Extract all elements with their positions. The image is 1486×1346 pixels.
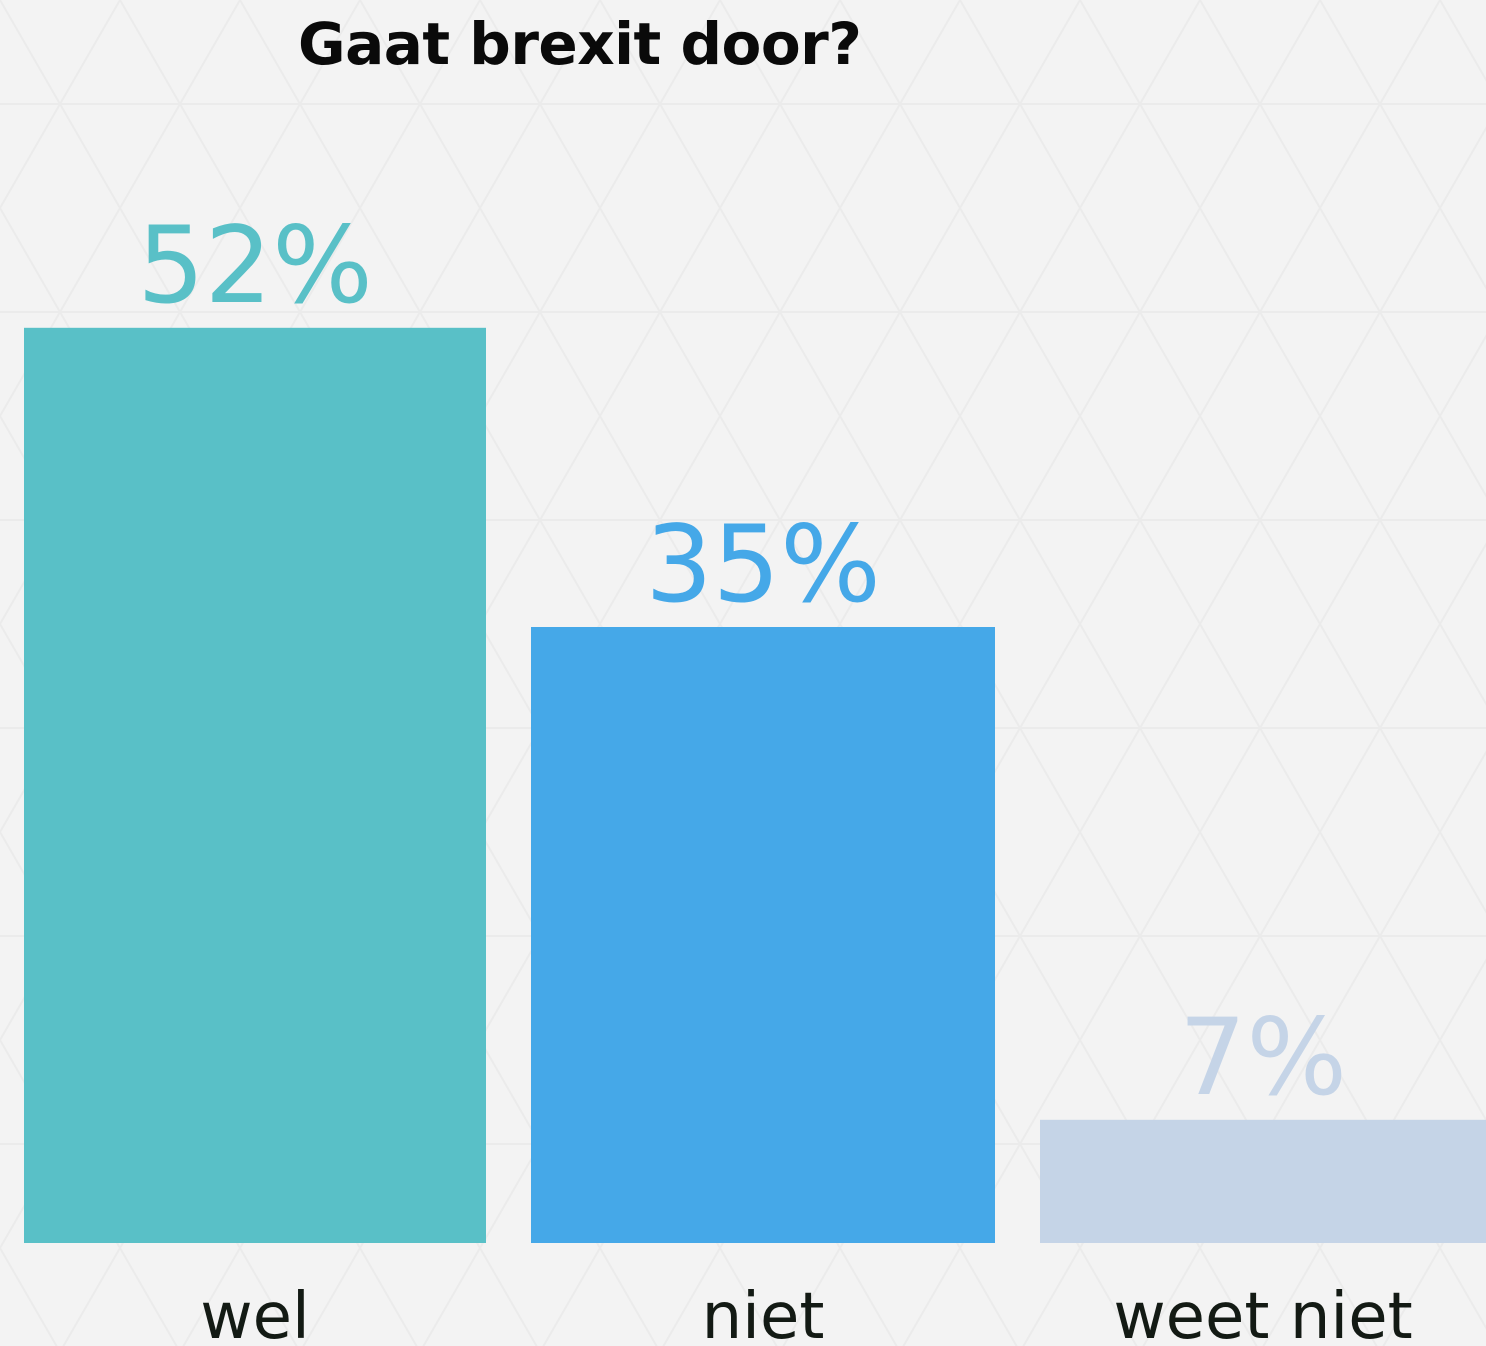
category-label-niet: niet [702,1280,825,1346]
value-label-weet-niet: 7% [1179,996,1347,1119]
bar-niet [531,627,995,1243]
category-label-wel: wel [200,1280,310,1346]
bar-wel [24,327,486,1243]
bar-weet-niet [1040,1119,1486,1243]
value-label-wel: 52% [137,204,373,327]
category-label-weet-niet: weet niet [1113,1280,1412,1346]
value-label-niet: 35% [645,503,881,626]
chart-title: Gaat brexit door? [298,10,862,78]
